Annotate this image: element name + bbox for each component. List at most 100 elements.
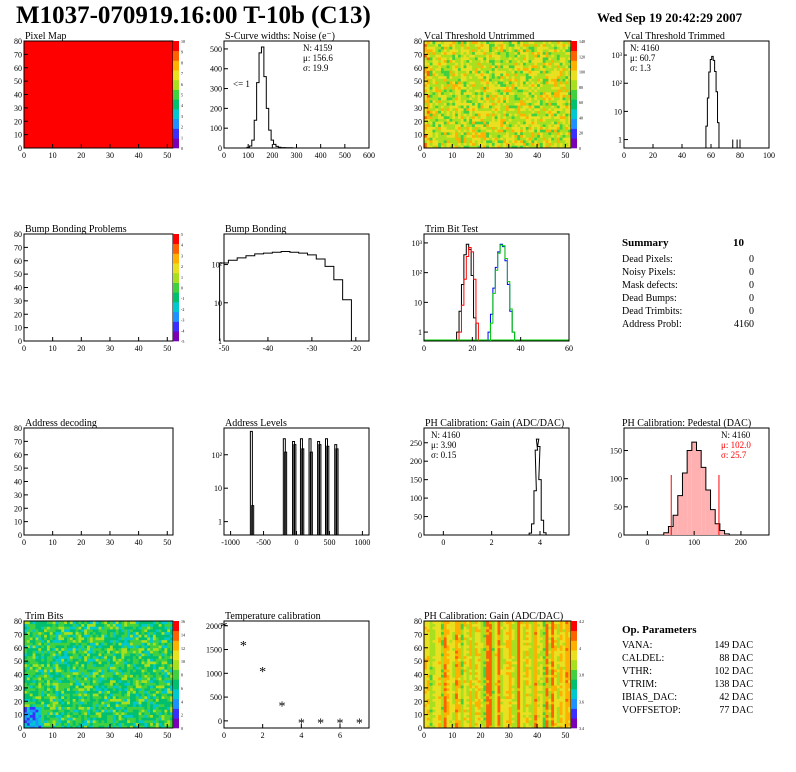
heatmap-cell	[104, 703, 108, 707]
heatmap-cell	[486, 78, 490, 82]
heatmap-cell	[152, 634, 157, 638]
heatmap-cell	[112, 703, 117, 707]
heatmap-cell	[562, 113, 566, 117]
heatmap-cell	[426, 685, 431, 689]
heatmap-cell	[508, 105, 513, 109]
heatmap-cell	[477, 59, 481, 63]
heatmap-cell	[472, 134, 476, 138]
heatmap-cell	[24, 690, 28, 694]
heatmap-cell	[494, 121, 498, 125]
heatmap-cell	[522, 145, 527, 149]
heatmap-cell	[152, 703, 157, 707]
heatmap-cell	[539, 94, 544, 98]
heatmap-cell	[75, 719, 79, 724]
heatmap-cell	[460, 83, 464, 87]
heatmap-cell	[568, 137, 572, 141]
heatmap-cell	[545, 113, 549, 117]
heatmap-cell	[69, 695, 74, 699]
heatmap-cell	[24, 653, 28, 657]
palette-label: 0	[181, 286, 183, 291]
heatmap-cell	[432, 129, 436, 133]
heatmap-cell	[497, 121, 501, 125]
heatmap-cell	[55, 674, 59, 678]
heatmap-cell	[164, 666, 168, 670]
heatmap-cell	[132, 693, 137, 697]
heatmap-cell	[426, 647, 431, 651]
heatmap-cell	[26, 687, 31, 691]
heatmap-cell	[432, 717, 436, 721]
heatmap-cell	[472, 97, 476, 101]
heatmap-cell	[26, 637, 31, 641]
heatmap-cell	[38, 709, 42, 713]
heatmap-cell	[135, 685, 140, 689]
heatmap-cell	[435, 102, 439, 106]
heatmap-cell	[491, 134, 496, 138]
heatmap-cell	[121, 690, 125, 694]
heatmap-cell	[72, 703, 76, 707]
heatmap-cell	[81, 666, 85, 670]
heatmap-cell	[84, 647, 88, 651]
heatmap-cell	[438, 94, 442, 98]
heatmap-cell	[483, 65, 487, 69]
heatmap-cell	[556, 89, 561, 93]
heatmap-cell	[52, 639, 56, 643]
heatmap-cell	[121, 711, 125, 716]
heatmap-cell	[46, 695, 51, 699]
heatmap-cell	[135, 645, 140, 649]
heatmap-cell	[109, 634, 114, 638]
heatmap-cell	[446, 131, 450, 136]
heatmap-cell	[432, 671, 436, 675]
heatmap-cell	[138, 669, 142, 673]
heatmap-cell	[520, 121, 524, 125]
heatmap-cell	[98, 663, 102, 667]
heatmap-cell	[66, 706, 71, 710]
heatmap-cell	[424, 131, 428, 136]
heatmap-cell	[429, 113, 433, 117]
heatmap-cell	[144, 655, 148, 659]
heatmap-cell	[152, 663, 157, 667]
heatmap-cell	[525, 129, 529, 133]
report-date: Wed Sep 19 20:42:29 2007	[597, 10, 743, 25]
heatmap-cell	[517, 131, 521, 136]
heatmap-cell	[438, 663, 442, 667]
heatmap-cell	[455, 41, 459, 45]
heatmap-cell	[61, 682, 65, 686]
heatmap-cell	[107, 655, 111, 659]
heatmap-cell	[152, 655, 157, 659]
heatmap-cell	[432, 679, 436, 683]
heatmap-cell	[500, 89, 504, 93]
heatmap-cell	[75, 669, 79, 673]
heatmap-cell	[112, 687, 117, 691]
heatmap-cell	[112, 639, 117, 643]
heatmap-cell	[429, 655, 433, 659]
heatmap-cell	[491, 78, 496, 82]
heatmap-cell	[556, 102, 561, 106]
heatmap-cell	[138, 674, 142, 678]
heatmap-cell	[432, 674, 436, 678]
heatmap-cell	[517, 94, 521, 98]
heatmap-cell	[144, 719, 148, 724]
heatmap-cell	[528, 41, 532, 45]
heatmap-cell	[528, 43, 532, 47]
heatmap-cell	[511, 121, 515, 125]
heatmap-cell	[548, 145, 552, 149]
heatmap-cell	[537, 62, 541, 66]
heatmap-cell	[554, 102, 558, 106]
heatmap-cell	[92, 719, 97, 724]
heatmap-cell	[503, 139, 507, 144]
heatmap-cell	[78, 634, 82, 638]
heatmap-cell	[52, 629, 56, 633]
heatmap-cell	[542, 46, 546, 50]
heatmap-cell	[144, 631, 148, 635]
heatmap-cell	[551, 94, 555, 98]
heatmap-cell	[520, 62, 524, 66]
heatmap-cell	[49, 717, 54, 721]
heatmap-cell	[457, 110, 462, 114]
heatmap-cell	[525, 145, 529, 149]
heatmap-cell	[426, 666, 431, 670]
heatmap-cell	[483, 78, 487, 82]
heatmap-cell	[534, 59, 538, 63]
x-tick-label: -20	[350, 344, 361, 353]
heatmap-cell	[477, 118, 481, 122]
heatmap-cell	[565, 91, 569, 95]
